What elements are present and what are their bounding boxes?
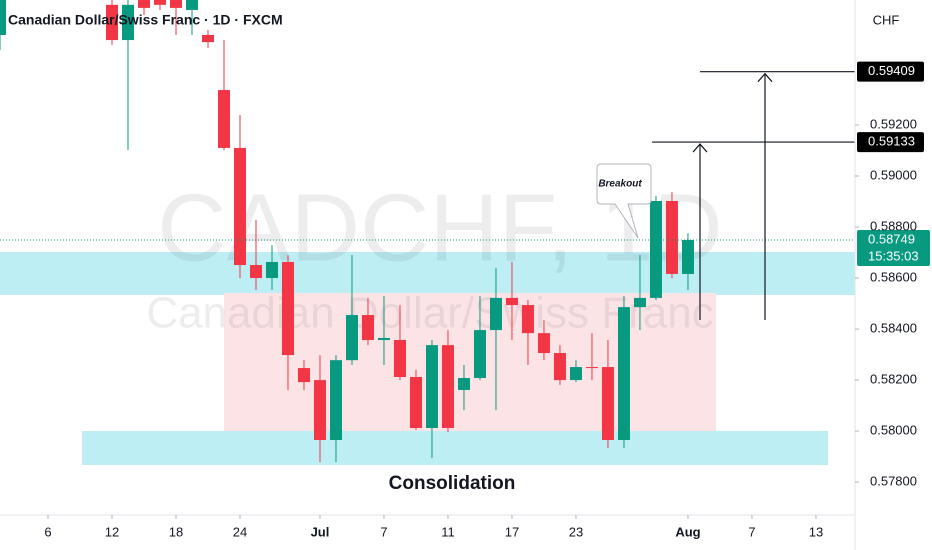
x-tick-label: Aug <box>675 524 700 539</box>
candle-body <box>233 147 246 266</box>
target-price-label: 0.59133 <box>868 134 915 149</box>
x-tick-label: 12 <box>105 524 119 539</box>
target-price-box <box>857 132 924 153</box>
arrow-head <box>692 143 708 153</box>
candle-body <box>169 0 182 8</box>
candle-body <box>137 0 150 8</box>
x-tick-label: 17 <box>505 524 519 539</box>
x-tick-label: 7 <box>748 524 755 539</box>
candle-body <box>473 330 486 379</box>
candle-body <box>457 378 470 391</box>
countdown: 15:35:03 <box>868 248 919 263</box>
y-tick-label: 0.59200 <box>870 116 917 131</box>
x-tick-label: 23 <box>569 524 583 539</box>
chart-title: Canadian Dollar/Swiss Franc · 1D · FXCM <box>8 12 283 28</box>
y-tick-label: 0.58600 <box>870 269 917 284</box>
candle-body <box>265 261 278 279</box>
candle-body <box>505 297 518 306</box>
y-tick-label: 0.58200 <box>870 372 917 387</box>
y-tick-label: 0.58000 <box>870 423 917 438</box>
x-tick-label: 13 <box>809 524 823 539</box>
status-dot <box>0 3 2 33</box>
x-tick-label: 6 <box>44 524 51 539</box>
candle-body <box>569 367 582 381</box>
x-tick-label: 11 <box>441 524 455 539</box>
target-price-box <box>857 61 924 82</box>
last-price-box <box>857 230 930 267</box>
candle-body <box>681 240 694 274</box>
arrow-head <box>757 72 773 83</box>
consolidation-box <box>224 293 716 431</box>
y-tick-label: 0.58800 <box>870 218 917 233</box>
candle-body <box>105 4 118 41</box>
support-zone <box>82 431 828 465</box>
breakout-label: Breakout <box>598 179 642 190</box>
candle-body <box>585 367 598 369</box>
callout <box>596 163 652 239</box>
x-tick-label: 24 <box>233 524 247 539</box>
candle-body <box>633 297 646 308</box>
resistance-zone <box>0 252 855 295</box>
consolidation-label: Consolidation <box>389 473 516 494</box>
candle-body <box>329 360 342 441</box>
y-tick-label: 0.57800 <box>870 474 917 489</box>
candle-body <box>361 315 374 341</box>
candle-body <box>297 368 310 383</box>
x-tick-label: 7 <box>380 524 387 539</box>
candle-body <box>281 261 294 356</box>
candle-body <box>553 353 566 381</box>
candle-body <box>185 0 198 10</box>
currency: CHF <box>873 12 900 27</box>
candle-body <box>153 0 166 5</box>
candle-body <box>377 337 390 341</box>
candle-body <box>441 345 454 429</box>
candle-body <box>665 201 678 274</box>
candle-body <box>313 380 326 441</box>
candle-body <box>409 377 422 429</box>
y-tick-label: 0.58400 <box>870 320 917 335</box>
candle-body <box>617 307 630 441</box>
candle-body <box>217 90 230 148</box>
candle-body <box>649 201 662 298</box>
candle-body <box>345 315 358 361</box>
candle-body <box>201 34 214 43</box>
candle-body <box>393 340 406 378</box>
candle-body <box>425 345 438 429</box>
candle-body <box>601 367 614 441</box>
target-price-label: 0.59409 <box>868 63 915 78</box>
candle-body <box>121 4 134 41</box>
candle-body <box>249 265 262 279</box>
last-price-label: 0.58749 <box>868 231 915 246</box>
x-tick-label: 18 <box>169 524 183 539</box>
candle-body <box>0 0 6 35</box>
x-tick-label: Jul <box>311 524 330 539</box>
candle-body <box>537 333 550 354</box>
candle-body <box>521 305 534 334</box>
y-tick-label: 0.59000 <box>870 167 917 182</box>
candle-body <box>489 297 502 331</box>
